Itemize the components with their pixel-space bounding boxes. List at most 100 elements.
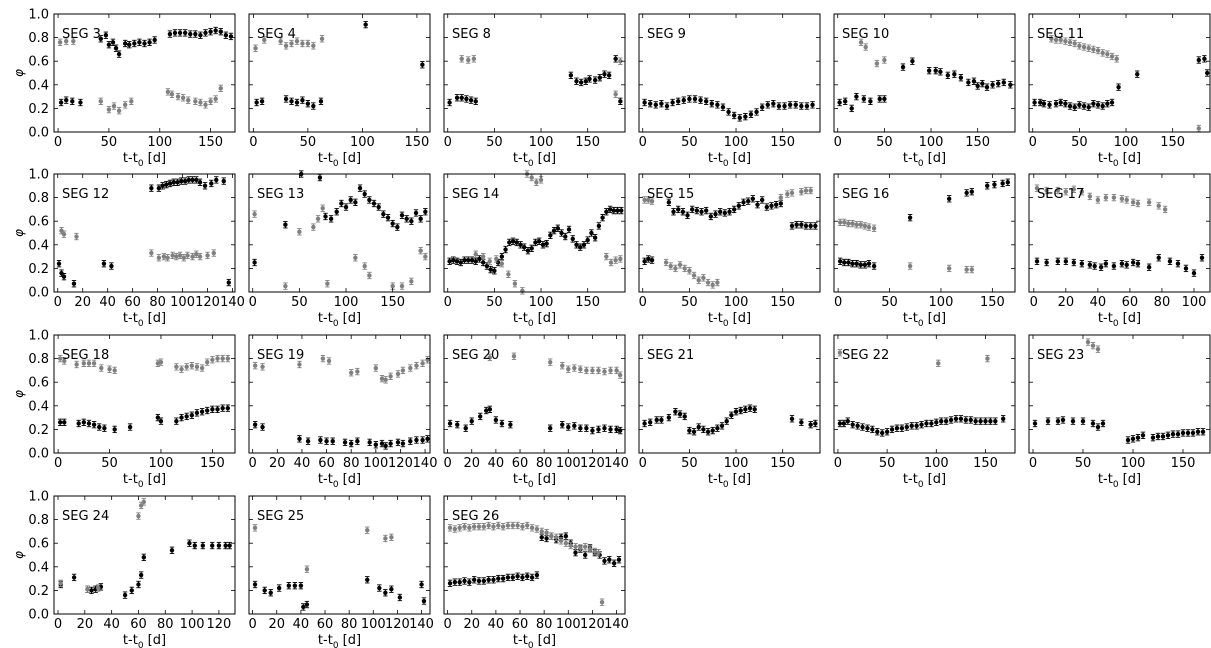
series-gray xyxy=(447,521,605,606)
x-axis-label: t-t0 [d] xyxy=(708,311,751,329)
data-point xyxy=(64,97,69,103)
data-point xyxy=(611,561,617,566)
data-point xyxy=(919,422,924,427)
data-point xyxy=(418,216,423,222)
data-point xyxy=(924,421,929,426)
data-point xyxy=(1049,36,1054,41)
y-tick-label: 0.4 xyxy=(28,399,49,414)
x-tick-label: 0 xyxy=(54,135,62,150)
x-tick-label: 0 xyxy=(834,456,842,471)
data-point xyxy=(980,81,985,86)
data-point xyxy=(193,99,198,104)
y-tick-label: 0.8 xyxy=(28,352,49,367)
data-point xyxy=(289,99,294,104)
data-point xyxy=(477,256,482,262)
x-axis-label: t-t0 [d] xyxy=(123,311,166,329)
data-point xyxy=(99,365,104,371)
data-point xyxy=(122,592,128,598)
data-point xyxy=(1180,430,1186,436)
data-point xyxy=(1105,51,1110,57)
series-black xyxy=(447,55,623,107)
data-point xyxy=(478,414,483,419)
data-point xyxy=(252,363,258,368)
data-point xyxy=(221,178,226,184)
series-gray xyxy=(252,354,430,384)
data-point xyxy=(262,37,267,43)
data-point xyxy=(973,418,978,424)
panel-seg-22: 0 50 100 150 SEG 22 t-t0 [d] xyxy=(833,334,1016,490)
data-point xyxy=(933,68,938,73)
data-point xyxy=(880,430,885,436)
data-point xyxy=(587,76,592,82)
data-point xyxy=(555,226,561,231)
x-tick-label: 20 xyxy=(1058,295,1075,310)
data-point xyxy=(1032,421,1038,426)
data-point xyxy=(653,102,658,108)
data-point xyxy=(447,421,453,426)
x-tick-label: 140 xyxy=(604,456,629,471)
x-tick-label: 150 xyxy=(575,135,600,150)
data-point xyxy=(860,424,865,430)
data-point xyxy=(97,424,102,430)
data-point xyxy=(365,577,370,582)
x-tick-label: 150 xyxy=(198,135,223,150)
data-point xyxy=(172,30,178,36)
data-point xyxy=(715,102,720,108)
data-point xyxy=(348,197,353,203)
data-point xyxy=(1183,266,1189,271)
data-point xyxy=(659,417,664,423)
data-point xyxy=(1090,421,1096,426)
data-point xyxy=(691,429,697,434)
data-point xyxy=(473,259,478,264)
data-point xyxy=(481,578,487,584)
data-point xyxy=(710,428,715,433)
data-point xyxy=(512,281,518,286)
x-axis-label: t-t0 [d] xyxy=(318,311,361,329)
data-point xyxy=(705,429,711,434)
data-point xyxy=(529,246,534,251)
data-point xyxy=(494,256,499,262)
data-point xyxy=(136,582,141,587)
data-point xyxy=(276,585,282,591)
data-point xyxy=(423,209,428,214)
data-point xyxy=(174,254,179,259)
data-point xyxy=(454,259,460,264)
series-gray xyxy=(837,218,975,274)
data-point xyxy=(861,96,867,102)
data-point xyxy=(1087,262,1093,268)
plot-frame xyxy=(833,173,1016,293)
series-black xyxy=(447,532,622,587)
data-point xyxy=(137,40,142,45)
data-point xyxy=(1196,126,1202,131)
data-point xyxy=(149,250,154,256)
x-tick-label: 80 xyxy=(157,617,174,632)
data-point xyxy=(463,426,468,431)
data-point xyxy=(606,73,612,78)
data-point xyxy=(385,215,391,220)
data-point xyxy=(855,423,860,429)
data-point xyxy=(452,579,458,585)
data-point xyxy=(666,200,672,205)
series-black xyxy=(837,57,1013,113)
data-point xyxy=(193,31,198,37)
data-point xyxy=(666,415,672,420)
data-point xyxy=(268,590,273,595)
data-point xyxy=(383,590,388,595)
x-axis-label: t-t0 [d] xyxy=(513,151,556,169)
data-point xyxy=(129,99,134,104)
data-point xyxy=(547,359,553,365)
data-point xyxy=(510,575,515,580)
data-point xyxy=(837,350,843,355)
data-point xyxy=(1090,343,1096,348)
series-gray xyxy=(252,204,428,290)
data-point xyxy=(328,216,334,222)
data-point xyxy=(938,69,943,75)
plot-frame xyxy=(1028,173,1211,293)
data-point xyxy=(190,254,195,259)
data-point xyxy=(499,261,505,266)
data-point xyxy=(1156,203,1161,209)
data-point xyxy=(71,575,77,580)
data-point xyxy=(420,437,425,443)
data-point xyxy=(76,421,81,426)
data-point xyxy=(1175,261,1181,266)
